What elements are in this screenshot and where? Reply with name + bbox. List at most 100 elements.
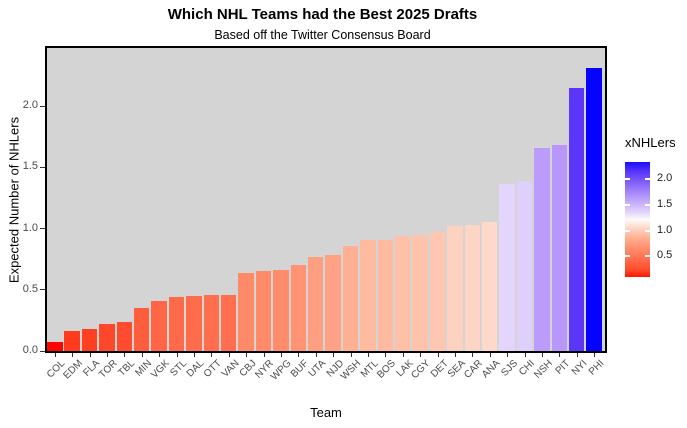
x-tick-mark [350, 353, 352, 357]
x-tick-mark [454, 353, 456, 357]
bar-NYR [255, 271, 272, 351]
legend-tick-mark [625, 204, 630, 207]
bar-MIN [133, 308, 150, 351]
y-axis-title: Expected Number of NHLers [6, 116, 22, 284]
x-tick-mark [489, 353, 491, 357]
legend-tick-mark [625, 255, 630, 258]
x-tick-label-text: UTA [307, 358, 329, 380]
y-tick-mark [40, 228, 45, 229]
bar-VAN [220, 294, 237, 351]
chart-title: Which NHL Teams had the Best 2025 Drafts [167, 6, 478, 23]
bar-PHI [586, 68, 602, 351]
bar-FLA [81, 328, 98, 351]
bar-NJD [325, 255, 341, 351]
bar-SEA [447, 226, 463, 351]
y-tick-label: 0.5 [22, 282, 38, 295]
bar-STL [168, 297, 185, 351]
bar-COL [46, 342, 63, 351]
x-tick-mark [594, 353, 596, 357]
x-tick-mark [159, 353, 161, 357]
bar-NSH [534, 147, 550, 351]
x-tick-label-text: PIT [553, 358, 573, 377]
x-tick-mark [420, 353, 422, 357]
x-tick-mark [402, 353, 404, 357]
x-tick-mark [89, 353, 91, 357]
legend-tick-mark [645, 178, 650, 181]
x-tick-mark [315, 353, 317, 357]
x-tick-mark [507, 353, 509, 357]
bar-CAR [464, 224, 481, 351]
legend-tick-mark [645, 204, 650, 207]
bar-DAL [186, 295, 202, 351]
x-tick-mark [437, 353, 439, 357]
legend-tick-label: 1.5 [657, 198, 673, 211]
legend-title: xNHLers [625, 135, 676, 150]
x-tick-label-text: NYI [569, 358, 590, 378]
y-tick-mark [40, 350, 45, 352]
y-tick-label: 0.0 [22, 344, 38, 356]
x-tick-mark [263, 353, 265, 357]
bar-BUF [290, 265, 307, 351]
x-tick-label-text: NSH [531, 358, 555, 381]
x-tick-label-text: TBL [116, 358, 138, 379]
x-tick-label-text: DET [428, 358, 451, 380]
x-tick-mark [298, 353, 300, 357]
legend-tick-label: 1.0 [657, 223, 673, 236]
x-tick-mark [385, 353, 387, 357]
bar-BOS [377, 239, 394, 351]
plot-panel [45, 46, 607, 353]
bar-DET [429, 232, 446, 351]
x-tick-mark [246, 353, 248, 357]
x-tick-mark [211, 353, 213, 357]
bar-SJS [499, 184, 515, 351]
bar-TOR [99, 324, 115, 351]
bar-WSH [342, 245, 359, 351]
bar-VGK [151, 300, 167, 351]
x-tick-mark [72, 353, 74, 357]
legend-tick-label: 2.0 [657, 172, 673, 185]
x-tick-mark [472, 353, 474, 357]
x-tick-label-text: OTT [202, 358, 225, 380]
bar-UTA [307, 256, 324, 351]
x-tick-mark [141, 353, 143, 357]
x-tick-label-text: CGY [409, 358, 433, 382]
x-tick-mark [228, 353, 230, 357]
legend-tick-label: 0.5 [657, 249, 673, 262]
x-tick-mark [559, 353, 561, 357]
bar-CGY [412, 234, 428, 351]
x-tick-mark [193, 353, 195, 357]
legend-tick-mark [625, 229, 630, 232]
x-tick-mark [176, 353, 178, 357]
bar-CHI [516, 180, 533, 351]
x-tick-mark [106, 353, 108, 357]
bar-WPG [273, 270, 289, 351]
x-tick-mark [524, 353, 526, 357]
bar-OTT [203, 294, 220, 351]
x-tick-label-text: PHI [587, 358, 607, 378]
legend-tick-mark [625, 178, 630, 181]
x-tick-mark [541, 353, 543, 357]
legend-tick-mark [645, 255, 650, 258]
bar-CBJ [238, 272, 254, 351]
x-tick-mark [367, 353, 369, 357]
x-tick-mark [280, 353, 282, 357]
bar-PIT [551, 145, 568, 351]
bar-TBL [116, 321, 133, 351]
x-tick-mark [576, 353, 578, 357]
x-axis-title: Team [310, 405, 342, 420]
legend-gradient-bar [625, 162, 650, 277]
legend-tick-mark [645, 229, 650, 232]
y-tick-mark [40, 166, 45, 168]
y-tick-mark [40, 289, 45, 291]
chart-subtitle: Based off the Twitter Consensus Board [214, 28, 431, 42]
bar-LAK [394, 235, 411, 351]
y-tick-label: 1.0 [22, 221, 38, 234]
y-tick-label: 1.5 [22, 160, 38, 173]
x-tick-label-text: SJS [499, 358, 520, 379]
bar-MTL [360, 239, 376, 351]
y-tick-label: 2.0 [22, 99, 38, 111]
bar-EDM [64, 331, 80, 351]
x-tick-label-text: ANA [480, 358, 503, 381]
x-tick-mark [333, 353, 335, 357]
